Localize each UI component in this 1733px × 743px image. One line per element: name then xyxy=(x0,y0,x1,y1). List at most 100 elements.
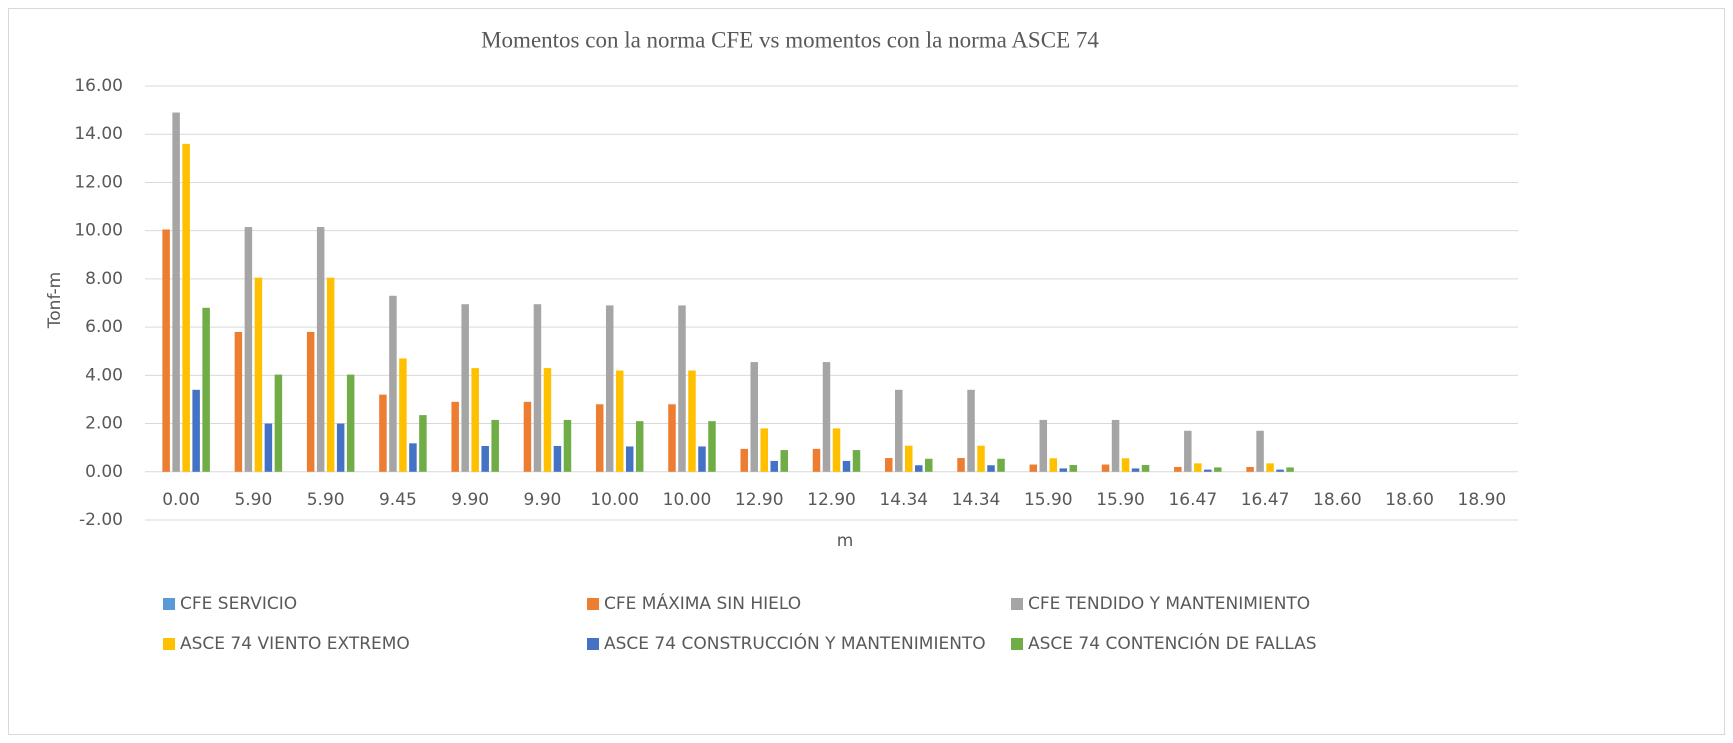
bar xyxy=(997,458,1005,472)
legend-label: CFE SERVICIO xyxy=(180,594,297,614)
bar xyxy=(1204,469,1212,472)
bar xyxy=(698,446,706,472)
bar xyxy=(967,389,975,472)
x-tick-label: 9.90 xyxy=(451,490,489,510)
legend-swatch xyxy=(587,598,599,610)
bar xyxy=(635,421,644,472)
legend-swatch xyxy=(1011,598,1023,610)
x-tick-label: 18.90 xyxy=(1458,490,1507,510)
bar xyxy=(1049,458,1058,472)
x-tick-label: 18.60 xyxy=(1385,490,1434,510)
bar xyxy=(1214,467,1222,472)
y-tick-label: 10.00 xyxy=(74,221,123,241)
bar xyxy=(172,112,180,472)
bar xyxy=(162,229,170,472)
bar xyxy=(1121,458,1130,472)
bar xyxy=(264,423,273,472)
y-tick-label: 12.00 xyxy=(74,172,123,192)
bar xyxy=(326,277,335,472)
bar xyxy=(409,443,417,472)
bar xyxy=(1286,467,1294,472)
bar xyxy=(812,448,821,472)
x-tick-label: 5.90 xyxy=(307,490,345,510)
chart-border xyxy=(8,8,1725,735)
bar xyxy=(1059,468,1068,472)
x-tick-label: 15.90 xyxy=(1024,490,1073,510)
bar xyxy=(254,277,263,472)
x-tick-label: 5.90 xyxy=(234,490,272,510)
bar xyxy=(1141,465,1150,472)
bar xyxy=(389,295,397,472)
x-tick-label: 14.34 xyxy=(952,490,1001,510)
bar xyxy=(625,446,634,472)
bar xyxy=(543,368,552,472)
y-tick-label: 8.00 xyxy=(85,269,123,289)
legend-label: ASCE 74 CONTENCIÓN DE FALLAS xyxy=(1028,632,1317,654)
y-axis-label: Tonf-m xyxy=(45,272,65,329)
bar xyxy=(957,458,965,472)
bar xyxy=(750,362,758,472)
legend-swatch xyxy=(163,598,175,610)
bar xyxy=(852,450,861,472)
bar xyxy=(553,445,562,472)
bar xyxy=(481,445,489,472)
legend-swatch xyxy=(1011,638,1023,650)
x-tick-label: 12.90 xyxy=(735,490,784,510)
bar xyxy=(595,404,604,472)
bar xyxy=(533,304,542,472)
bar xyxy=(1194,463,1202,472)
bar xyxy=(895,389,903,472)
bar xyxy=(192,389,200,472)
x-tick-label: 10.00 xyxy=(663,490,712,510)
y-tick-label: 14.00 xyxy=(74,124,123,144)
x-tick-label: 10.00 xyxy=(590,490,639,510)
bar xyxy=(182,143,190,472)
legend-swatch xyxy=(163,638,175,650)
bar xyxy=(244,227,253,472)
x-axis-label: m xyxy=(837,531,854,551)
bar xyxy=(885,458,893,472)
bar xyxy=(306,331,315,472)
bar xyxy=(708,421,716,472)
bar xyxy=(202,307,210,472)
x-tick-label: 14.34 xyxy=(879,490,928,510)
bar xyxy=(842,460,851,472)
bar xyxy=(780,450,788,472)
x-tick-label: 18.60 xyxy=(1313,490,1362,510)
bar xyxy=(740,448,748,472)
bar xyxy=(1256,430,1264,472)
x-tick-label: 0.00 xyxy=(162,490,200,510)
bar xyxy=(399,358,407,472)
legend-label: CFE TENDIDO Y MANTENIMIENTO xyxy=(1028,594,1310,614)
x-tick-label: 9.45 xyxy=(379,490,417,510)
bar xyxy=(832,428,841,472)
y-tick-label: -2.00 xyxy=(79,510,123,530)
bar xyxy=(668,404,676,472)
y-tick-label: 16.00 xyxy=(74,76,123,96)
bar xyxy=(419,415,427,472)
bar xyxy=(1039,419,1048,472)
bar xyxy=(346,374,355,472)
x-tick-label: 9.90 xyxy=(524,490,562,510)
bar xyxy=(615,370,624,472)
x-tick-label: 16.47 xyxy=(1241,490,1290,510)
bar xyxy=(1101,464,1110,472)
bar xyxy=(925,458,933,472)
bar xyxy=(605,305,614,472)
legend-swatch xyxy=(587,638,599,650)
bar xyxy=(678,305,686,472)
bar xyxy=(274,374,283,472)
bar xyxy=(563,419,572,472)
y-tick-label: 2.00 xyxy=(85,414,123,434)
bar xyxy=(977,445,985,472)
bar xyxy=(688,370,696,472)
bar xyxy=(760,428,768,472)
bar xyxy=(471,368,479,472)
bar xyxy=(523,401,532,472)
bar xyxy=(987,465,995,472)
bar xyxy=(822,362,831,472)
bar xyxy=(1266,463,1274,472)
y-tick-label: 6.00 xyxy=(85,317,123,337)
bar xyxy=(905,445,913,472)
bar xyxy=(1069,465,1078,472)
